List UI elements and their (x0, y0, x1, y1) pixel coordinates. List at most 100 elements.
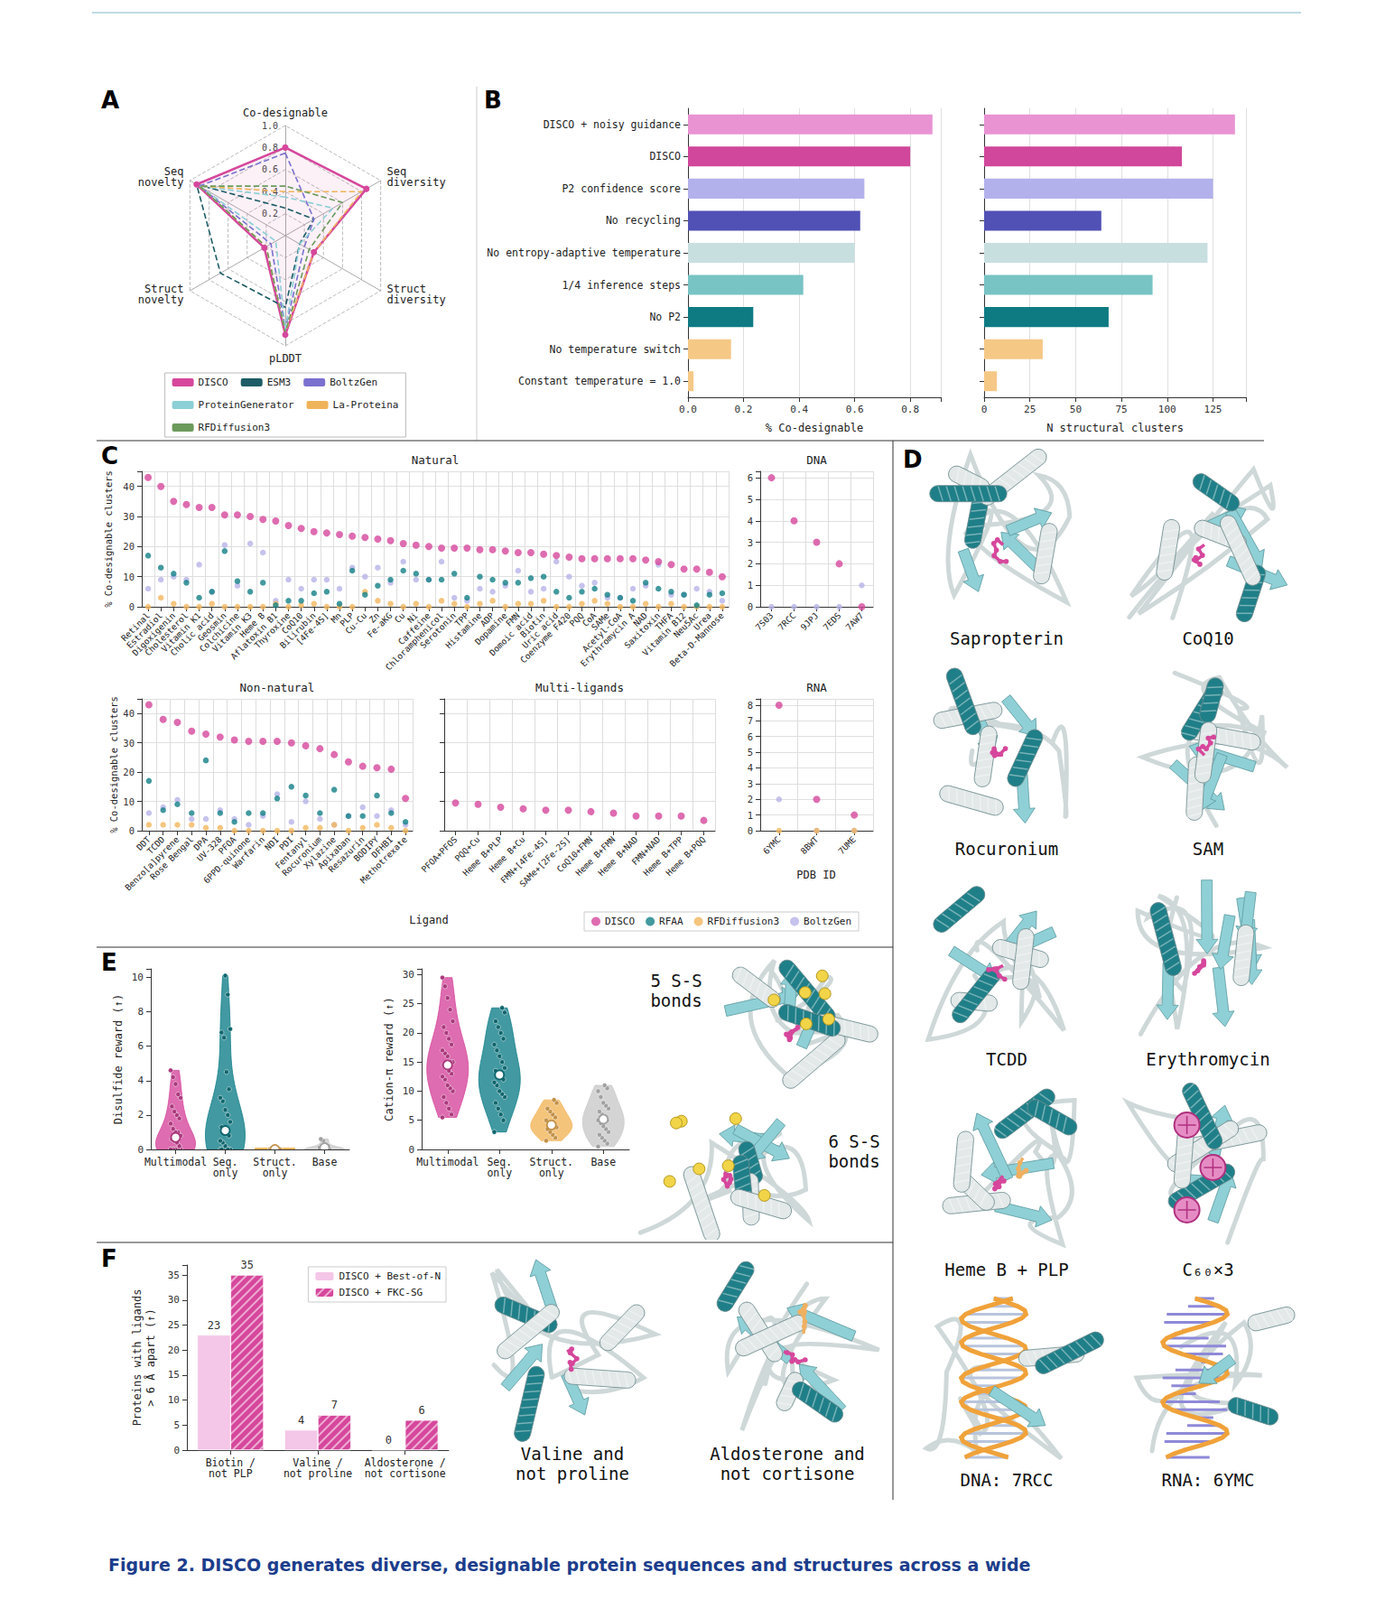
svg-text:10: 10 (122, 796, 135, 808)
svg-text:6: 6 (747, 472, 753, 484)
svg-text:4: 4 (747, 515, 753, 527)
svg-text:4: 4 (747, 762, 753, 773)
svg-text:7: 7 (331, 1398, 338, 1412)
svg-text:% Co-designable: % Co-designable (765, 421, 864, 435)
svg-text:ESM3: ESM3 (267, 376, 292, 389)
svg-text:0.0: 0.0 (678, 403, 698, 416)
svg-text:30: 30 (402, 968, 415, 981)
svg-text:N structural clusters: N structural clusters (1046, 421, 1184, 435)
svg-text:20: 20 (122, 540, 135, 552)
svg-text:1: 1 (747, 579, 753, 591)
svg-text:75: 75 (1115, 403, 1127, 416)
svg-text:Methotrexate: Methotrexate (358, 834, 409, 885)
svg-text:0.8: 0.8 (901, 403, 920, 416)
svg-text:RFAA: RFAA (659, 915, 684, 928)
svg-text:10: 10 (122, 571, 135, 583)
svg-text:0: 0 (129, 825, 135, 837)
svg-text:0: 0 (129, 601, 135, 613)
svg-text:8: 8 (747, 699, 753, 711)
svg-text:not cortisone: not cortisone (364, 1467, 447, 1480)
svg-text:only: only (539, 1166, 565, 1180)
svg-text:DISCO: DISCO (649, 149, 681, 163)
svg-text:DISCO + noisy guidance: DISCO + noisy guidance (543, 118, 681, 131)
svg-text:25: 25 (1023, 403, 1036, 416)
svg-text:% Co-designable clusters: % Co-designable clusters (108, 696, 120, 834)
svg-text:Rocuronium: Rocuronium (955, 838, 1059, 859)
svg-text:Chloramphenicol: Chloramphenicol (383, 610, 446, 672)
svg-text:pLDDT: pLDDT (269, 352, 302, 365)
svg-text:No P2: No P2 (649, 310, 681, 324)
svg-text:20: 20 (122, 766, 135, 778)
svg-text:DISCO: DISCO (604, 915, 635, 928)
svg-text:BoltzGen: BoltzGen (329, 376, 378, 389)
svg-text:CoQ10: CoQ10 (1181, 628, 1234, 649)
svg-text:0: 0 (747, 825, 753, 837)
svg-text:8BWT: 8BWT (798, 834, 820, 856)
svg-text:La-Proteina: La-Proteina (333, 399, 400, 411)
svg-text:2: 2 (747, 557, 753, 569)
svg-text:0: 0 (173, 1444, 180, 1457)
svg-text:6 S-Sbonds: 6 S-Sbonds (827, 1131, 880, 1172)
svg-text:SAM: SAM (1192, 838, 1224, 859)
svg-text:diversity: diversity (387, 293, 447, 307)
svg-text:7RCC: 7RCC (775, 610, 798, 633)
svg-text:8: 8 (137, 1005, 144, 1018)
svg-text:not PLP: not PLP (208, 1467, 253, 1480)
svg-text:RFDiffusion3: RFDiffusion3 (198, 421, 270, 434)
svg-text:Constant temperature = 1.0: Constant temperature = 1.0 (518, 374, 681, 388)
svg-text:6: 6 (137, 1040, 144, 1052)
svg-text:0.6: 0.6 (845, 403, 865, 416)
svg-text:0: 0 (137, 1143, 144, 1156)
svg-text:Base: Base (590, 1155, 616, 1169)
svg-text:Heme B + PLP: Heme B + PLP (944, 1259, 1069, 1280)
svg-text:6YMC: 6YMC (761, 834, 783, 856)
svg-text:Heme B+PQQ: Heme B+PQQ (663, 834, 707, 878)
svg-text:Multimodal: Multimodal (144, 1155, 207, 1169)
svg-text:Sapropterin: Sapropterin (949, 628, 1064, 649)
svg-text:0: 0 (747, 601, 753, 613)
svg-text:novelty: novelty (138, 176, 185, 189)
svg-text:No entropy-adaptive temperatur: No entropy-adaptive temperature (486, 246, 681, 260)
svg-text:Disulfide reward (↑): Disulfide reward (↑) (111, 994, 125, 1125)
svg-text:10: 10 (167, 1394, 180, 1406)
svg-text:DISCO + FKC-SG: DISCO + FKC-SG (338, 1286, 423, 1299)
svg-text:Multimodal: Multimodal (416, 1155, 479, 1169)
svg-text:Rose Bengal: Rose Bengal (148, 834, 196, 882)
svg-text:No recycling: No recycling (605, 213, 681, 227)
svg-text:1/4 inference steps: 1/4 inference steps (561, 278, 681, 292)
svg-text:5 S-Sbonds: 5 S-Sbonds (650, 970, 702, 1011)
svg-text:125: 125 (1204, 403, 1223, 416)
svg-text:2: 2 (747, 793, 753, 805)
svg-text:DISCO + Best-of-N: DISCO + Best-of-N (338, 1270, 441, 1283)
svg-text:10: 10 (402, 1085, 415, 1097)
svg-text:6: 6 (747, 731, 753, 743)
svg-text:5: 5 (747, 746, 753, 758)
svg-text:0: 0 (385, 1433, 392, 1447)
svg-text:C₆₀×3: C₆₀×3 (1181, 1259, 1234, 1280)
svg-text:15: 15 (402, 1056, 415, 1069)
svg-text:TCDD: TCDD (985, 1049, 1028, 1069)
svg-text:DNA: 7RCC: DNA: 7RCC (960, 1469, 1054, 1490)
svg-text:10: 10 (131, 971, 144, 984)
svg-text:Co-designable: Co-designable (242, 106, 328, 120)
svg-text:35: 35 (240, 1258, 253, 1272)
svg-text:[4Fe-4S]: [4Fe-4S] (294, 610, 331, 647)
svg-text:0: 0 (981, 403, 988, 416)
svg-text:novelty: novelty (138, 293, 185, 307)
svg-text:4: 4 (297, 1413, 305, 1427)
svg-text:100: 100 (1158, 403, 1177, 416)
svg-text:> 6 Å apart (↑): > 6 Å apart (↑) (143, 1308, 158, 1406)
svg-text:PFOA+PFOS: PFOA+PFOS (418, 834, 459, 874)
svg-text:only: only (213, 1166, 239, 1180)
svg-text:30: 30 (167, 1293, 180, 1306)
svg-text:20: 20 (167, 1344, 180, 1357)
svg-text:30: 30 (122, 737, 135, 749)
svg-text:50: 50 (1069, 403, 1082, 416)
svg-text:only: only (262, 1166, 289, 1180)
svg-text:40: 40 (122, 481, 135, 493)
svg-text:P2 confidence score: P2 confidence score (561, 182, 681, 196)
svg-text:% Co-designable clusters: % Co-designable clusters (102, 470, 114, 608)
svg-text:Coenzyme F420: Coenzyme F420 (518, 610, 573, 665)
svg-text:23: 23 (207, 1319, 221, 1332)
svg-text:4: 4 (137, 1074, 144, 1087)
